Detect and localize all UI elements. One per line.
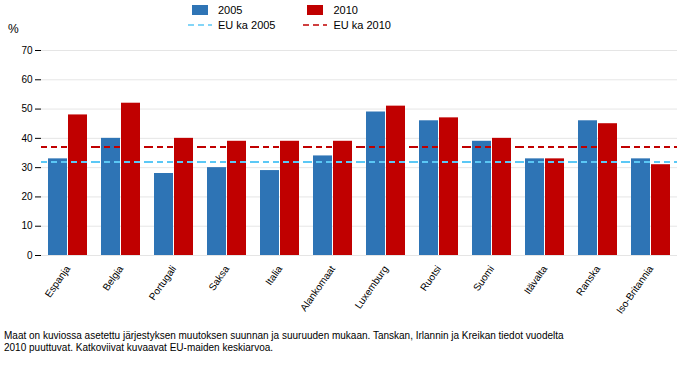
html-text:2010: 2010 bbox=[333, 4, 358, 16]
svg-text:10: 10 bbox=[21, 220, 33, 231]
html-text:EU ka 2005: EU ka 2005 bbox=[218, 19, 276, 31]
svg-text:Iso-Britannia: Iso-Britannia bbox=[614, 263, 655, 316]
svg-text:Suomi: Suomi bbox=[471, 263, 496, 293]
html-text:Maat on kuviossa asetettu järj: Maat on kuviossa asetettu järjestyksen m… bbox=[4, 330, 564, 353]
svg-text:60: 60 bbox=[21, 74, 33, 85]
html-text:EU ka 2010: EU ka 2010 bbox=[333, 19, 391, 31]
html-text:2005: 2005 bbox=[218, 4, 243, 16]
svg-text:20: 20 bbox=[21, 191, 33, 202]
svg-text:Espanja: Espanja bbox=[43, 263, 73, 299]
svg-text:Ruotsi: Ruotsi bbox=[418, 263, 443, 293]
svg-text:Alankomaat: Alankomaat bbox=[298, 263, 337, 313]
svg-text:30: 30 bbox=[21, 162, 33, 173]
svg-text:Portugali: Portugali bbox=[147, 263, 179, 302]
svg-text:Ranska: Ranska bbox=[574, 263, 603, 297]
svg-text:0: 0 bbox=[27, 250, 33, 261]
svg-text:Belgia: Belgia bbox=[100, 263, 125, 292]
svg-text:70: 70 bbox=[21, 45, 33, 56]
svg-text:Saksa: Saksa bbox=[206, 263, 231, 292]
svg-text:40: 40 bbox=[21, 133, 33, 144]
svg-text:Luxemburg: Luxemburg bbox=[353, 263, 391, 310]
svg-text:Italia: Italia bbox=[263, 263, 284, 287]
svg-text:Itävalta: Itävalta bbox=[522, 263, 550, 296]
svg-text:50: 50 bbox=[21, 103, 33, 114]
